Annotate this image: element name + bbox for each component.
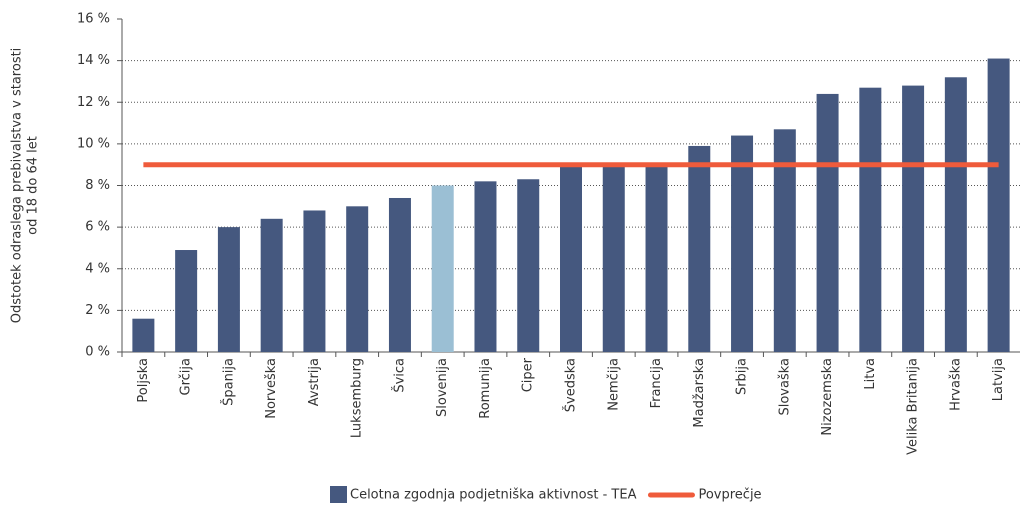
bar — [816, 93, 839, 353]
legend-label: Celotna zgodnja podjetniška aktivnost - … — [350, 488, 637, 503]
x-tick-label: Norveška — [264, 358, 279, 419]
x-tick-label: Avstrija — [307, 358, 322, 406]
y-tick-label: 10 % — [77, 136, 110, 151]
x-tick-label: Velika Britanija — [906, 358, 921, 455]
bar — [431, 185, 454, 352]
legend-swatch — [330, 486, 347, 503]
y-tick-label: 4 % — [85, 261, 110, 276]
bar — [773, 129, 796, 352]
y-tick-label: 6 % — [85, 220, 110, 235]
bar — [731, 135, 754, 352]
bar — [346, 206, 369, 352]
x-tick-label: Romunija — [478, 358, 493, 419]
bar — [987, 58, 1010, 352]
bar — [132, 318, 155, 352]
x-tick-label: Švedska — [563, 358, 579, 412]
x-tick-label: Francija — [649, 358, 664, 408]
x-tick-label: Španija — [220, 358, 236, 406]
bar — [902, 85, 925, 352]
x-tick-label: Grčija — [179, 358, 194, 395]
y-axis-label: Odstotek odraslega prebivalstva v staros… — [10, 48, 25, 324]
bar — [388, 197, 411, 352]
x-tick-label: Hrvaška — [948, 358, 963, 411]
x-tick-label: Madžarska — [692, 358, 707, 428]
x-tick-label: Ciper — [521, 357, 536, 392]
y-tick-label: 0 % — [85, 345, 110, 360]
x-tick-label: Latvija — [991, 358, 1006, 401]
y-tick-label: 14 % — [77, 53, 110, 68]
x-tick-label: Slovaška — [777, 358, 792, 416]
y-tick-label: 8 % — [85, 178, 110, 193]
x-tick-label: Švica — [391, 358, 407, 393]
bar — [944, 77, 967, 353]
x-tick-label: Litva — [863, 358, 878, 390]
bar — [688, 145, 711, 352]
bar — [560, 166, 582, 352]
y-axis-label: od 18 do 64 let — [26, 136, 41, 235]
x-tick-label: Poljska — [136, 358, 151, 403]
x-tick-label: Nizozemska — [820, 358, 835, 436]
x-tick-label: Slovenija — [435, 358, 450, 417]
bar — [217, 227, 240, 352]
x-tick-label: Luksemburg — [350, 358, 365, 438]
bar — [260, 218, 283, 352]
x-tick-label: Srbija — [735, 358, 750, 395]
x-tick-label: Nemčija — [606, 358, 621, 411]
legend-label: Povprečje — [698, 488, 761, 503]
bar — [517, 179, 540, 352]
y-tick-label: 2 % — [85, 303, 110, 318]
bar — [602, 164, 625, 352]
y-tick-label: 16 % — [77, 12, 110, 27]
bar — [303, 210, 326, 352]
bar — [175, 250, 198, 352]
y-tick-label: 12 % — [77, 95, 110, 110]
bar — [859, 87, 882, 353]
bar — [474, 181, 497, 352]
bar — [645, 162, 668, 352]
